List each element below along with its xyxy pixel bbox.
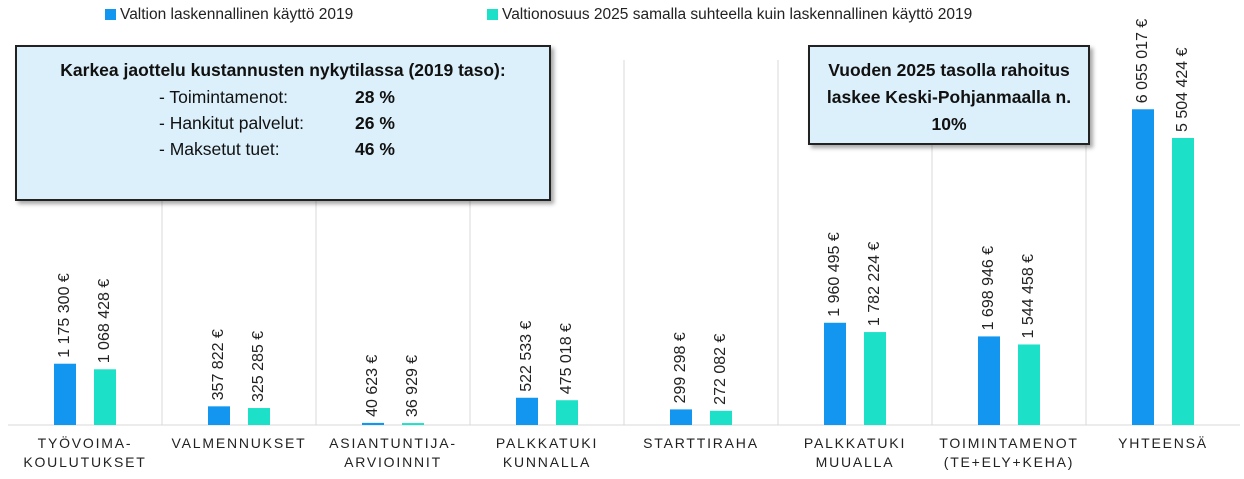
value-label: 475 018 € [558,323,575,394]
x-tick-line: ASIANTUNTIJA- [329,435,457,451]
bar [362,422,384,425]
x-tick-line: KUNNALLA [503,454,591,470]
x-tick-label: STARTTIRAHA [643,435,759,451]
value-label: 299 298 € [672,332,689,403]
annotation-row: - Toimintamenot: 28 % [37,84,529,110]
value-label: 1 698 946 € [980,246,997,331]
bar [516,397,538,425]
bar [864,332,886,425]
bar [248,408,270,425]
annotation-label: - Maksetut tuet: [159,139,280,159]
bar [978,336,1000,425]
annotation-value: 26 % [355,113,395,133]
annotation-value: 28 % [355,87,395,107]
x-tick-line: VALMENNUKSET [172,435,307,451]
bar [824,322,846,425]
bar [710,410,732,425]
x-tick-line: PALKKATUKI [496,435,598,451]
annotation-value: 46 % [355,139,395,159]
value-label: 357 822 € [210,329,227,400]
annotation-rows: - Toimintamenot: 28 % - Hankitut palvelut:… [37,84,529,162]
bar [1132,109,1154,426]
bar [94,369,116,425]
value-label: 5 504 424 € [1174,47,1191,132]
x-tick-label: ASIANTUNTIJA- ARVIOINNIT [329,435,457,470]
x-tick-label: PALKKATUKI MUUALLA [804,435,906,470]
x-tick-line: STARTTIRAHA [643,435,759,451]
bar [208,406,230,425]
annotation-box: Karkea jaottelu kustannusten nykytilassa… [15,45,551,201]
value-label: 1 960 495 € [826,232,843,317]
x-tick-line: PALKKATUKI [804,435,906,451]
value-label: 1 782 224 € [866,241,883,326]
value-label: 40 623 € [364,354,381,416]
annotation-row: - Maksetut tuet: 46 % [37,136,529,162]
value-label: 1 544 458 € [1020,254,1037,339]
x-tick-line: YHTEENSÄ [1118,435,1208,451]
annotation-title: Karkea jaottelu kustannusten nykytilassa… [60,60,506,80]
value-label: 1 068 428 € [96,279,113,364]
annotation-text: Vuoden 2025 tasolla rahoitus laskee Kesk… [826,60,1072,134]
x-tick-label: PALKKATUKI KUNNALLA [496,435,598,470]
bar [670,409,692,425]
value-label: 1 175 300 € [56,273,73,358]
value-label: 272 082 € [712,334,729,405]
x-tick-line: (TE+ELY+KEHA) [944,454,1075,470]
x-tick-label: YHTEENSÄ [1118,435,1208,451]
legend-label: Valtionosuus 2025 samalla suhteella kuin… [502,6,972,23]
value-label: 36 929 € [404,355,421,417]
value-label: 6 055 017 € [1134,19,1151,104]
x-tick-label: TYÖVOIMA- KOULUTUKSET [23,434,146,470]
value-label: 522 533 € [518,320,535,391]
bar [54,363,76,425]
annotation-box: Vuoden 2025 tasolla rahoitus laskee Kesk… [808,45,1090,145]
x-tick-label: VALMENNUKSET [172,435,307,451]
bar [1018,344,1040,425]
value-label: 325 285 € [250,331,267,402]
bar [1172,137,1194,425]
annotation-row: - Hankitut palvelut: 26 % [37,110,529,136]
x-tick-label: TOIMINTAMENOT (TE+ELY+KEHA) [939,435,1079,470]
bar [556,400,578,425]
x-tick-line: MUUALLA [816,454,895,470]
x-tick-line: ARVIOINNIT [344,454,442,470]
legend-swatch [487,9,498,20]
annotation-label: - Toimintamenot: [159,87,289,107]
legend-label: Valtion laskennallinen käyttö 2019 [120,6,353,23]
x-tick-line: TYÖVOIMA- [38,434,133,451]
legend-swatch [105,9,116,20]
x-tick-line: TOIMINTAMENOT [939,435,1079,451]
x-tick-line: KOULUTUKSET [23,454,146,470]
annotation-label: - Hankitut palvelut: [159,113,304,133]
bar [402,423,424,425]
